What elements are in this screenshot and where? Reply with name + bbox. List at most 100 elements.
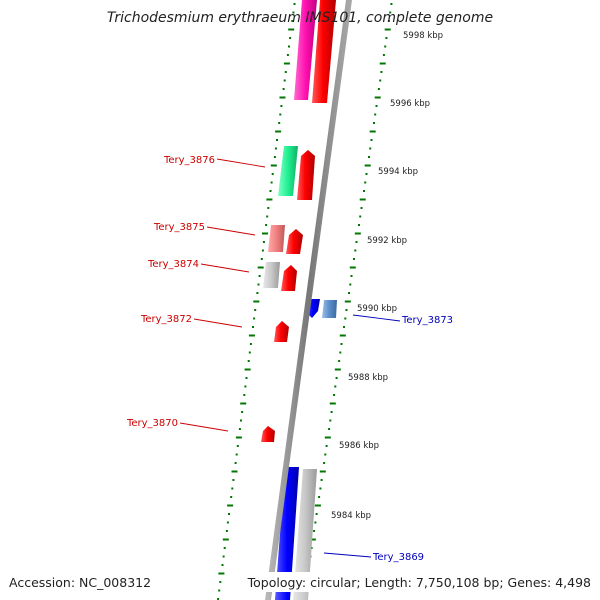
ring-dot: [348, 292, 350, 294]
ring-dot: [291, 20, 294, 22]
ring-dot: [223, 547, 226, 549]
ring-dot: [258, 275, 261, 277]
feature-green-block[interactable]: [278, 146, 298, 196]
gene-label-tery-3874[interactable]: Tery_3874: [147, 259, 199, 270]
feature-magenta-block[interactable]: [294, 0, 317, 100]
ring-dot: [267, 207, 270, 209]
genome-summary-text: Topology: circular; Length: 7,750,108 bp…: [247, 575, 591, 590]
ring-dot: [282, 88, 285, 90]
kbp-tick-label: 5990 kbp: [357, 304, 397, 314]
ring-dot: [354, 249, 357, 252]
ring-dot: [273, 156, 276, 158]
ring-dot: [313, 530, 316, 532]
feature-red-cds-3874[interactable]: [281, 265, 297, 291]
ring-dot: [338, 360, 341, 362]
ring-tick: [354, 232, 361, 235]
ring-tick: [222, 538, 229, 541]
ring-tick: [314, 504, 321, 507]
ring-dot: [280, 105, 283, 107]
feature-red-block-top[interactable]: [312, 0, 336, 103]
ring-dot: [377, 88, 380, 90]
ring-dot: [314, 521, 317, 524]
ring-dot: [271, 173, 274, 175]
ring-tick: [324, 436, 331, 439]
ring-dot: [379, 79, 382, 82]
feature-pink-block[interactable]: [268, 225, 285, 252]
ring-dot: [243, 394, 246, 396]
ring-dot: [247, 360, 250, 362]
ring-dot: [375, 105, 378, 107]
ring-tick: [309, 538, 316, 541]
ring-dot: [333, 394, 336, 396]
ring-dot: [368, 156, 370, 158]
ring-dot: [288, 45, 290, 48]
ring-dot: [384, 45, 387, 48]
ring-dot: [360, 207, 363, 209]
ring-dot: [323, 462, 326, 464]
feature-red-cds-3870[interactable]: [261, 426, 275, 442]
ring-dot: [318, 496, 321, 498]
ring-dot: [254, 309, 257, 311]
ring-dot: [343, 326, 345, 328]
ring-dot: [265, 224, 268, 226]
feature-steel-block[interactable]: [322, 300, 337, 318]
kbp-tick-label: 5992 kbp: [367, 236, 407, 246]
ring-dot: [240, 419, 242, 422]
ring-dot: [390, 3, 393, 5]
feature-red-cds-3872[interactable]: [274, 321, 289, 342]
ring-dot: [221, 564, 224, 566]
ring-dot: [283, 79, 286, 82]
gene-label-tery-3872[interactable]: Tery_3872: [140, 314, 192, 325]
ring-dot: [249, 343, 252, 345]
gene-label-tery-3875[interactable]: Tery_3875: [153, 222, 205, 233]
ring-tick: [349, 266, 356, 269]
ring-dot: [284, 71, 287, 73]
ring-tick: [384, 28, 391, 31]
feature-blue-block-bottom[interactable]: [275, 467, 299, 600]
kbp-axis-labels: 5998 kbp 5996 kbp 5994 kbp 5992 kbp 5990…: [331, 31, 443, 521]
gene-label-tery-3870[interactable]: Tery_3870: [126, 418, 178, 429]
gene-label-tery-3876[interactable]: Tery_3876: [163, 155, 215, 166]
ring-dot: [228, 513, 230, 515]
ring-dot: [389, 11, 392, 14]
kbp-tick-label: 5984 kbp: [331, 511, 371, 521]
ring-tick: [248, 334, 255, 337]
feature-red-cds-3875[interactable]: [286, 229, 303, 254]
ring-tick: [244, 368, 251, 371]
ring-dot: [226, 521, 229, 524]
ring-dot: [231, 487, 234, 490]
genome-backbone: [265, 0, 352, 600]
ring-dot: [244, 385, 247, 388]
ring-dot: [355, 241, 358, 243]
ring-tick: [374, 96, 381, 99]
ring-dot: [270, 181, 273, 184]
ring-dot: [225, 530, 228, 532]
ring-dot: [369, 147, 372, 150]
ring-dot: [256, 292, 259, 294]
gene-label-tery-3873[interactable]: Tery_3873: [401, 315, 453, 326]
ring-dot: [374, 113, 377, 116]
feature-grey-block[interactable]: [263, 262, 280, 288]
ring-dot: [222, 555, 225, 558]
ring-dot: [248, 351, 251, 354]
feature-grey-block-bottom[interactable]: [293, 469, 317, 600]
ring-tick: [344, 300, 351, 303]
ring-tick: [279, 96, 286, 99]
feature-red-cds-3876[interactable]: [297, 150, 315, 200]
ring-tick: [364, 164, 371, 167]
ring-tick: [227, 504, 234, 507]
ring-dot: [325, 445, 328, 447]
ring-dot: [252, 326, 254, 328]
ring-dot: [328, 428, 331, 430]
ring-dot: [370, 139, 373, 141]
ring-dot: [320, 479, 323, 481]
ring-dot: [315, 513, 318, 515]
ring-dot: [339, 351, 342, 354]
ring-tick: [319, 470, 326, 473]
ring-dot: [266, 215, 269, 218]
accession-backdrop: [4, 572, 146, 592]
label-connectors: [179, 158, 401, 558]
gene-label-tery-3869[interactable]: Tery_3869: [372, 552, 424, 563]
kbp-tick-label: 5994 kbp: [378, 167, 418, 177]
ring-dot: [257, 283, 260, 286]
